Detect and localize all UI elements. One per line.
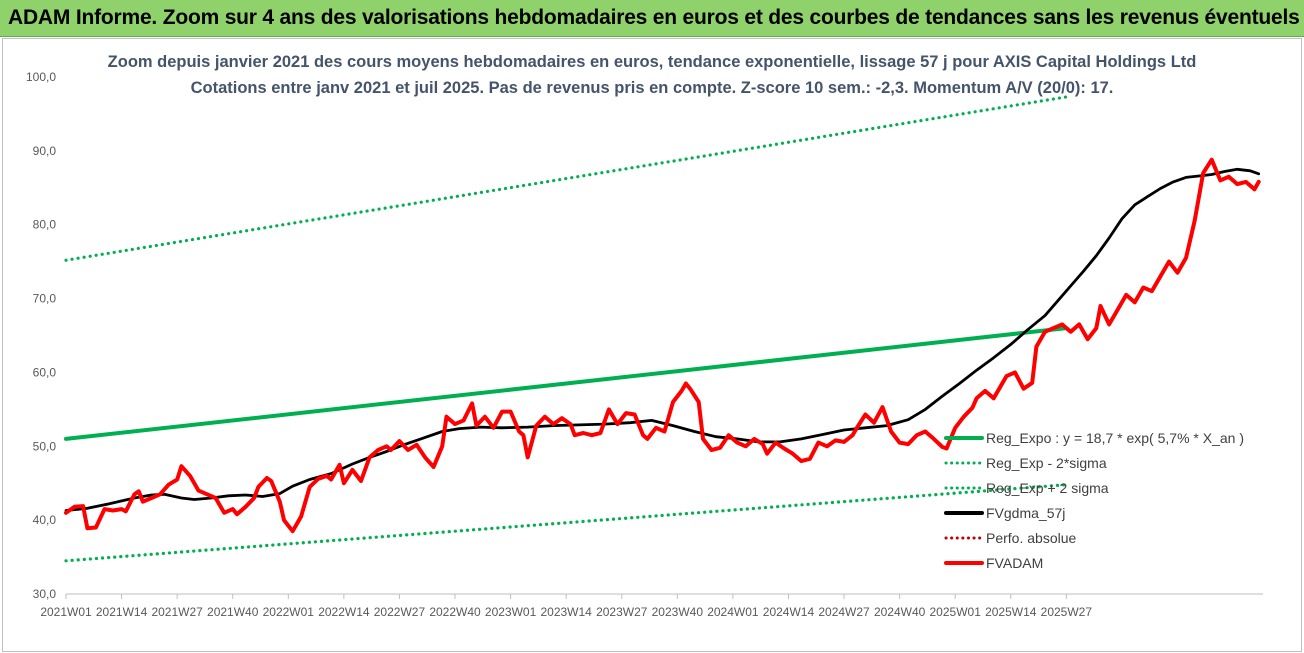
chart-subtitle: Cotations entre janv 2021 et juil 2025. …: [190, 79, 1114, 97]
chart-legend: Reg_Expo : y = 18,7 * exp( 5,7% * X_an )…: [944, 430, 1244, 571]
series-line-5: [64, 157, 1261, 534]
x-tick-label: 2024W40: [874, 605, 926, 619]
x-tick-label: 2023W27: [596, 605, 648, 619]
report-banner: ADAM Informe. Zoom sur 4 ans des valoris…: [0, 0, 1304, 37]
y-tick-label: 80,0: [33, 218, 57, 232]
x-tick-label: 2021W27: [151, 605, 203, 619]
series-line-1: [64, 483, 1068, 563]
series-line-2: [64, 95, 1068, 262]
legend-label: FVgdma_57j: [986, 505, 1065, 521]
x-tick-label: 2025W01: [930, 605, 982, 619]
x-tick-label: 2025W27: [1041, 605, 1093, 619]
x-tick-label: 2022W01: [263, 605, 315, 619]
banner-title: ADAM Informe. Zoom sur 4 ans des valoris…: [8, 6, 1300, 29]
x-tick-label: 2023W01: [485, 605, 537, 619]
y-tick-label: 100,0: [26, 70, 56, 84]
legend-label: Reg_Expo : y = 18,7 * exp( 5,7% * X_an ): [986, 430, 1244, 446]
x-tick-label: 2021W01: [40, 605, 92, 619]
chart-axes: 30,0 40,0 50,0 60,0 70,0 80,0 90,0 100,0 2021W01…: [26, 70, 1263, 619]
y-tick-label: 40,0: [33, 513, 57, 527]
x-tick-label: 2025W14: [985, 605, 1037, 619]
x-tick-label: 2022W27: [374, 605, 426, 619]
y-tick-label: 30,0: [33, 587, 57, 601]
legend-label: Perfo. absolue: [986, 530, 1076, 546]
x-tick-label: 2024W27: [818, 605, 870, 619]
y-tick-label: 60,0: [33, 365, 57, 379]
x-tick-label: 2022W40: [429, 605, 481, 619]
x-tick-label: 2022W14: [318, 605, 370, 619]
chart-title: Zoom depuis janvier 2021 des cours moyen…: [107, 53, 1197, 71]
x-tick-label: 2023W40: [652, 605, 704, 619]
y-tick-label: 50,0: [33, 439, 57, 453]
x-tick-label: 2024W01: [707, 605, 759, 619]
series-layer: [64, 95, 1261, 563]
legend-label: Reg_Exp - 2*sigma: [986, 455, 1107, 471]
x-tick-label: 2023W14: [540, 605, 592, 619]
legend-label: FVADAM: [986, 555, 1043, 571]
x-tick-label: 2024W14: [763, 605, 815, 619]
series-line-0: [64, 326, 1069, 441]
y-tick-label: 70,0: [33, 292, 57, 306]
x-tick-label: 2021W40: [207, 605, 259, 619]
y-tick-label: 90,0: [33, 144, 57, 158]
legend-label: Reg_Exp + 2 sigma: [986, 480, 1109, 496]
x-tick-label: 2021W14: [96, 605, 148, 619]
